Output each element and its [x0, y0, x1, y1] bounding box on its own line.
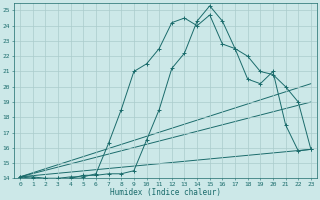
- X-axis label: Humidex (Indice chaleur): Humidex (Indice chaleur): [110, 188, 221, 197]
